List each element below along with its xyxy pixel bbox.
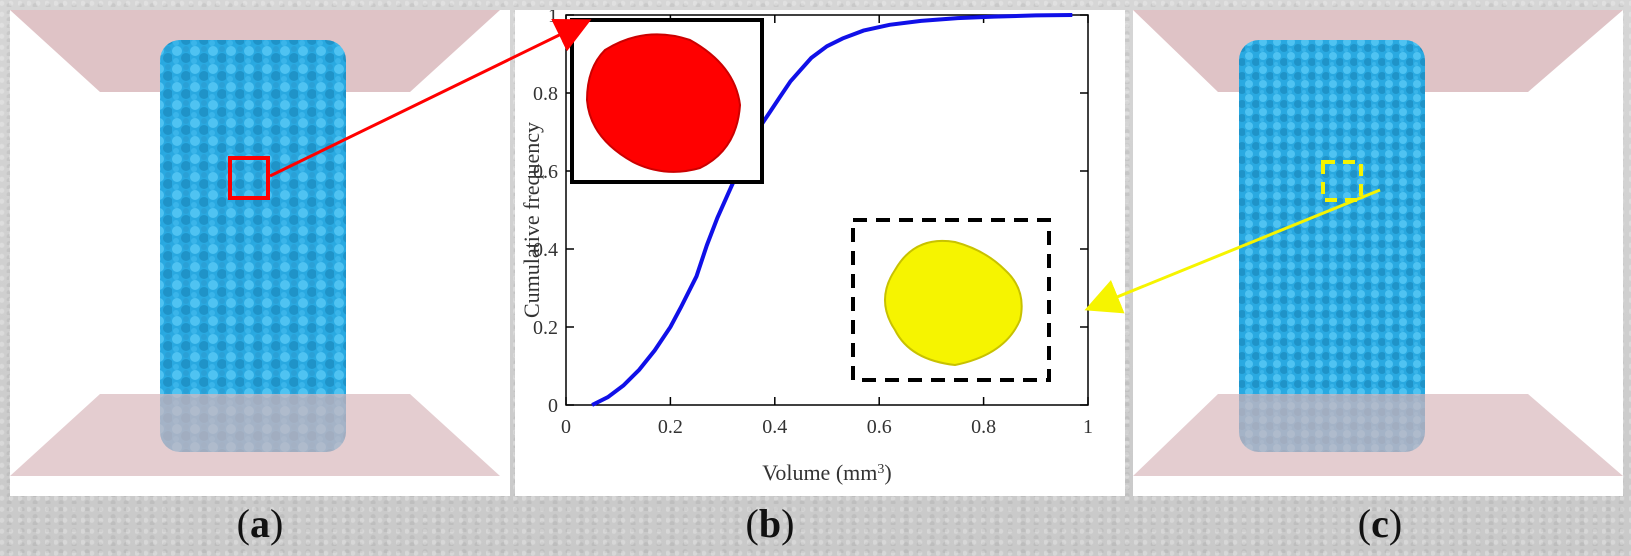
x-axis-label: Volume (mm3): [762, 460, 891, 485]
x-tick-label: 0.2: [658, 416, 683, 438]
label-b: (b): [745, 501, 795, 546]
x-tick-label: 0: [561, 416, 571, 438]
panel-c: [1133, 10, 1623, 496]
yellow-particle: [884, 239, 1023, 367]
y-axis-label: Cumulative frequency: [519, 122, 544, 318]
specimen-a-illustration: [10, 10, 500, 476]
label-c: (c): [1357, 501, 1403, 546]
y-tick-label: 0.2: [533, 317, 558, 339]
y-tick-label: 0.4: [533, 239, 558, 261]
specimen-cylinder: [160, 40, 346, 452]
plot-frame: [565, 14, 1089, 406]
y-tick-label: 1: [548, 10, 558, 27]
x-tick-label: 0.4: [762, 416, 787, 438]
x-tick-label: 1: [1083, 416, 1093, 438]
label-a: (a): [236, 501, 284, 546]
highlight-box-red: [228, 156, 270, 200]
bottom-platen: [1133, 394, 1623, 476]
y-tick-label: 0: [548, 395, 558, 417]
series-line: [591, 13, 1073, 407]
x-tick-label: 0.8: [971, 416, 996, 438]
red-particle: [585, 33, 742, 173]
specimen-c-illustration: [1133, 10, 1623, 476]
x-tick-label: 0.6: [867, 416, 892, 438]
bottom-platen: [10, 394, 500, 476]
y-tick-label: 0.8: [533, 83, 558, 105]
specimen-cylinder: [1239, 40, 1425, 452]
panel-b: 0 0.2 0.4 0.6 0.8 1 0 0.2 0.4 0.6 0.8 1 Cumulative…: [515, 5, 1125, 496]
cumulative-frequency-chart: 00.20.40.60.81 0 0.2 0.4 0.6 0.8 1 Cumulative…: [519, 5, 1093, 485]
panel-a: [10, 10, 510, 496]
